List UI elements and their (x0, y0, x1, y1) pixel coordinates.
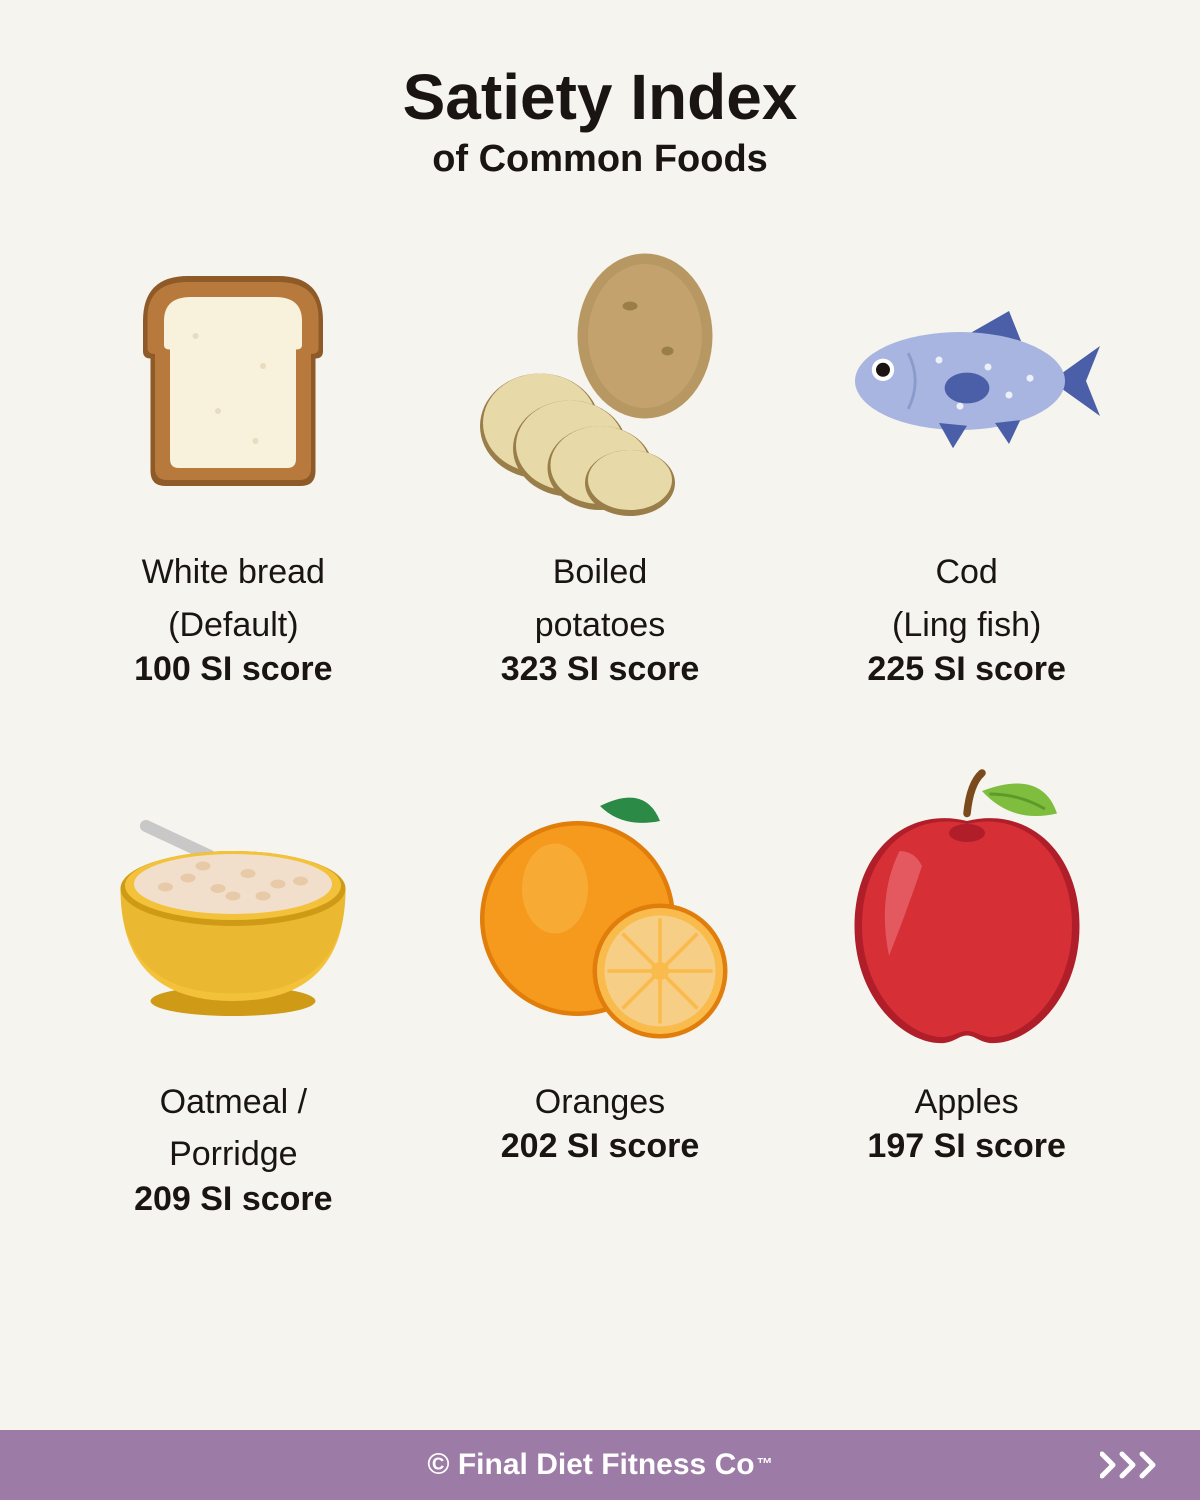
item-score: 323 SI score (501, 648, 699, 691)
apple-icon (807, 751, 1127, 1071)
item-label-line2: potatoes (535, 604, 665, 647)
item-score: 225 SI score (867, 648, 1065, 691)
food-grid: White bread (Default) 100 SI score Bo (0, 201, 1200, 1220)
item-label-line2: (Default) (168, 604, 298, 647)
item-score: 197 SI score (867, 1125, 1065, 1168)
item-score: 209 SI score (134, 1178, 332, 1221)
grid-item: Cod (Ling fish) 225 SI score (793, 221, 1140, 691)
item-label-line1: Apples (915, 1081, 1019, 1124)
item-label-line2: Porridge (169, 1133, 298, 1176)
item-label-line1: Boiled (553, 551, 648, 594)
item-label-line2: (Ling fish) (892, 604, 1041, 647)
footer-brand: Final Diet Fitness Co (458, 1448, 755, 1482)
grid-item: White bread (Default) 100 SI score (60, 221, 407, 691)
item-label-line1: Oranges (535, 1081, 665, 1124)
fish-icon (807, 221, 1127, 541)
page-title: Satiety Index (0, 60, 1200, 134)
page-subtitle: of Common Foods (0, 138, 1200, 181)
item-label-line1: White bread (142, 551, 325, 594)
item-label-line1: Oatmeal / (160, 1081, 307, 1124)
bread-icon (73, 221, 393, 541)
oatmeal-icon (73, 751, 393, 1071)
item-score: 100 SI score (134, 648, 332, 691)
footer-bar: © Final Diet Fitness Co ™ (0, 1430, 1200, 1500)
header: Satiety Index of Common Foods (0, 0, 1200, 201)
orange-icon (440, 751, 760, 1071)
footer-copyright: © (427, 1448, 449, 1482)
potato-icon (440, 221, 760, 541)
item-label-line1: Cod (935, 551, 997, 594)
item-score: 202 SI score (501, 1125, 699, 1168)
footer-tm: ™ (757, 1456, 773, 1474)
grid-item: Oatmeal / Porridge 209 SI score (60, 751, 407, 1221)
grid-item: Boiled potatoes 323 SI score (427, 221, 774, 691)
grid-item: Apples 197 SI score (793, 751, 1140, 1221)
chevron-right-icon (1100, 1450, 1170, 1480)
grid-item: Oranges 202 SI score (427, 751, 774, 1221)
